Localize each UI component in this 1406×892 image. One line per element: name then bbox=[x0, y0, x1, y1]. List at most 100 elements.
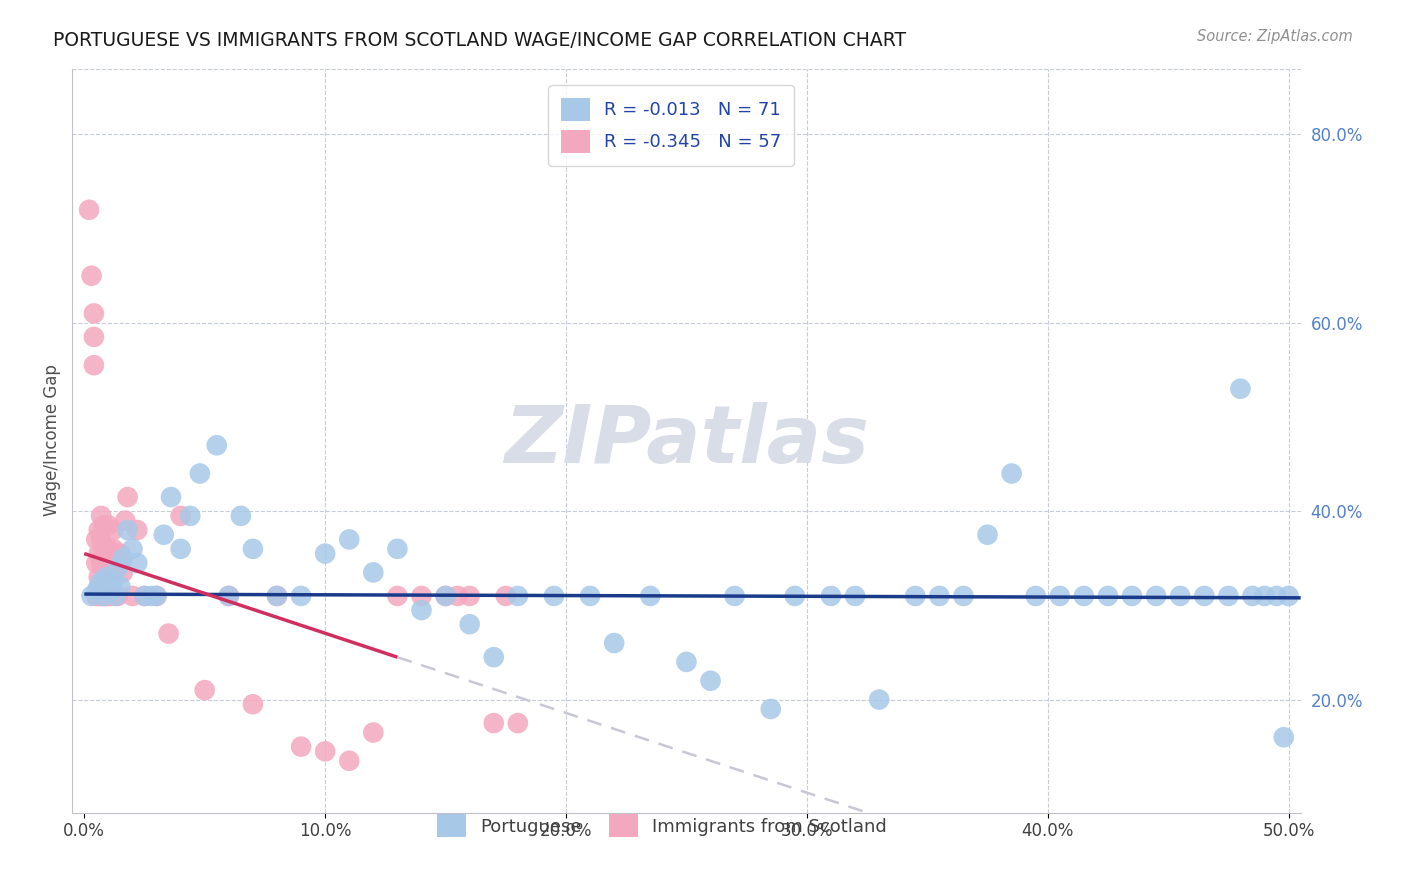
Y-axis label: Wage/Income Gap: Wage/Income Gap bbox=[44, 365, 60, 516]
Point bbox=[242, 698, 264, 712]
Point bbox=[976, 527, 998, 541]
Point bbox=[868, 692, 890, 706]
Point bbox=[97, 541, 120, 556]
Point bbox=[1265, 589, 1288, 603]
Point bbox=[363, 566, 385, 580]
Point bbox=[160, 490, 183, 504]
Point bbox=[77, 202, 100, 217]
Point bbox=[699, 673, 721, 688]
Point bbox=[337, 754, 360, 768]
Point bbox=[363, 725, 385, 739]
Point bbox=[87, 570, 110, 584]
Point bbox=[458, 589, 481, 603]
Point bbox=[169, 541, 191, 556]
Point bbox=[1000, 467, 1022, 481]
Point bbox=[387, 541, 409, 556]
Legend: Portuguese, Immigrants from Scotland: Portuguese, Immigrants from Scotland bbox=[430, 807, 894, 845]
Text: Source: ZipAtlas.com: Source: ZipAtlas.com bbox=[1197, 29, 1353, 44]
Point bbox=[759, 702, 782, 716]
Point bbox=[314, 744, 336, 758]
Point bbox=[1253, 589, 1275, 603]
Point bbox=[506, 716, 529, 731]
Point bbox=[94, 589, 117, 603]
Point bbox=[97, 566, 120, 580]
Point bbox=[723, 589, 745, 603]
Point bbox=[104, 560, 127, 574]
Point bbox=[110, 580, 132, 594]
Point bbox=[1049, 589, 1071, 603]
Point bbox=[101, 541, 124, 556]
Point bbox=[458, 617, 481, 632]
Point bbox=[1218, 589, 1240, 603]
Point bbox=[446, 589, 468, 603]
Point bbox=[86, 584, 108, 599]
Point bbox=[117, 490, 139, 504]
Point bbox=[188, 467, 211, 481]
Point bbox=[1073, 589, 1095, 603]
Point bbox=[87, 589, 110, 603]
Point bbox=[904, 589, 927, 603]
Point bbox=[141, 589, 163, 603]
Point bbox=[83, 306, 105, 320]
Point bbox=[1278, 589, 1301, 603]
Point bbox=[87, 547, 110, 561]
Point bbox=[579, 589, 602, 603]
Point bbox=[93, 589, 115, 603]
Point bbox=[543, 589, 565, 603]
Point bbox=[83, 330, 105, 344]
Point bbox=[121, 589, 143, 603]
Point bbox=[86, 556, 108, 570]
Point bbox=[104, 589, 127, 603]
Point bbox=[145, 589, 167, 603]
Point bbox=[127, 523, 149, 537]
Point bbox=[110, 547, 132, 561]
Point bbox=[640, 589, 662, 603]
Point bbox=[387, 589, 409, 603]
Point bbox=[97, 589, 120, 603]
Point bbox=[87, 580, 110, 594]
Point bbox=[93, 541, 115, 556]
Point bbox=[94, 541, 117, 556]
Point bbox=[107, 589, 129, 603]
Point bbox=[495, 589, 517, 603]
Point bbox=[121, 541, 143, 556]
Point bbox=[434, 589, 457, 603]
Point bbox=[603, 636, 626, 650]
Point bbox=[134, 589, 156, 603]
Point bbox=[337, 533, 360, 547]
Point bbox=[101, 523, 124, 537]
Point bbox=[179, 508, 201, 523]
Point bbox=[266, 589, 288, 603]
Point bbox=[1121, 589, 1143, 603]
Point bbox=[1194, 589, 1216, 603]
Point bbox=[101, 574, 124, 589]
Point bbox=[117, 523, 139, 537]
Point bbox=[83, 358, 105, 372]
Point bbox=[229, 508, 252, 523]
Text: ZIPatlas: ZIPatlas bbox=[503, 401, 869, 480]
Point bbox=[314, 547, 336, 561]
Point bbox=[94, 570, 117, 584]
Point bbox=[1025, 589, 1047, 603]
Point bbox=[90, 589, 112, 603]
Point bbox=[482, 716, 505, 731]
Point bbox=[80, 268, 103, 283]
Point bbox=[844, 589, 866, 603]
Point bbox=[1272, 730, 1295, 744]
Point bbox=[94, 566, 117, 580]
Point bbox=[145, 589, 167, 603]
Point bbox=[90, 574, 112, 589]
Point bbox=[90, 508, 112, 523]
Point bbox=[506, 589, 529, 603]
Point bbox=[928, 589, 950, 603]
Point bbox=[107, 560, 129, 574]
Point bbox=[411, 603, 433, 617]
Point bbox=[97, 518, 120, 533]
Point bbox=[194, 683, 217, 698]
Point bbox=[111, 566, 134, 580]
Point bbox=[820, 589, 842, 603]
Point bbox=[290, 589, 312, 603]
Point bbox=[169, 508, 191, 523]
Point bbox=[93, 589, 115, 603]
Point bbox=[783, 589, 806, 603]
